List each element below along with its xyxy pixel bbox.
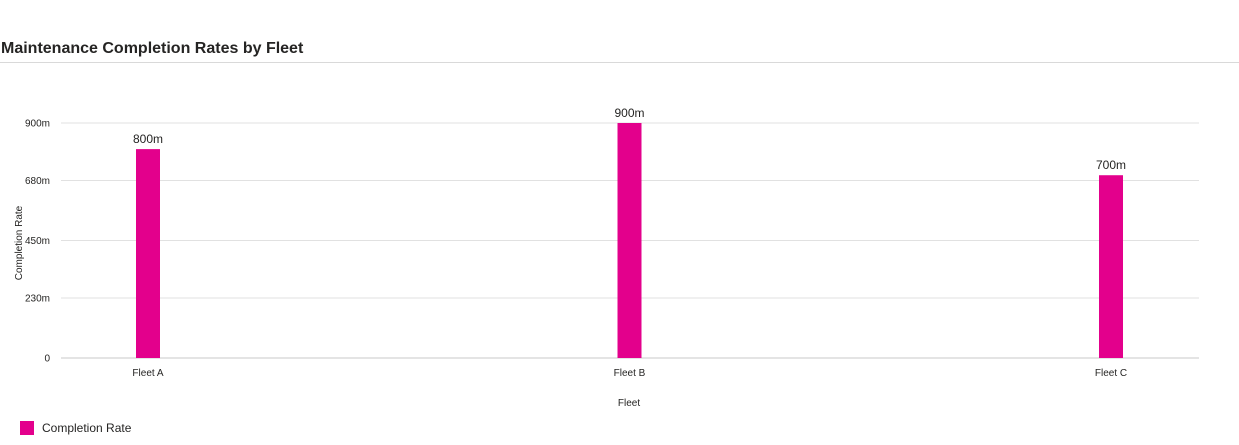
bar-data-label: 700m <box>1096 158 1126 172</box>
x-tick-label: Fleet A <box>132 368 163 379</box>
x-tick-label: Fleet B <box>614 368 646 379</box>
x-tick-label: Fleet C <box>1095 368 1127 379</box>
bar[interactable] <box>136 149 160 358</box>
bar[interactable] <box>617 123 642 358</box>
y-tick-label: 0 <box>44 354 50 365</box>
bar-data-label: 800m <box>133 132 163 146</box>
title-divider <box>0 62 1239 63</box>
y-axis-title: Completion Rate <box>14 205 25 280</box>
legend-label: Completion Rate <box>42 421 132 435</box>
bar-data-label: 900m <box>614 106 644 120</box>
y-tick-label: 230m <box>25 293 50 304</box>
y-axis-ticks: 0 230m 450m 680m 900m <box>25 119 50 365</box>
y-tick-label: 680m <box>25 176 50 187</box>
legend-swatch <box>20 421 34 435</box>
bars <box>136 123 1123 358</box>
legend: Completion Rate <box>20 421 131 435</box>
y-tick-label: 900m <box>25 119 50 130</box>
x-axis-ticks: Fleet A Fleet B Fleet C <box>132 368 1127 379</box>
data-labels: 800m 900m 700m <box>133 106 1126 172</box>
y-tick-label: 450m <box>25 236 50 247</box>
chart-title: Maintenance Completion Rates by Fleet <box>1 40 304 57</box>
x-axis-title: Fleet <box>618 398 640 409</box>
bar[interactable] <box>1099 175 1123 358</box>
